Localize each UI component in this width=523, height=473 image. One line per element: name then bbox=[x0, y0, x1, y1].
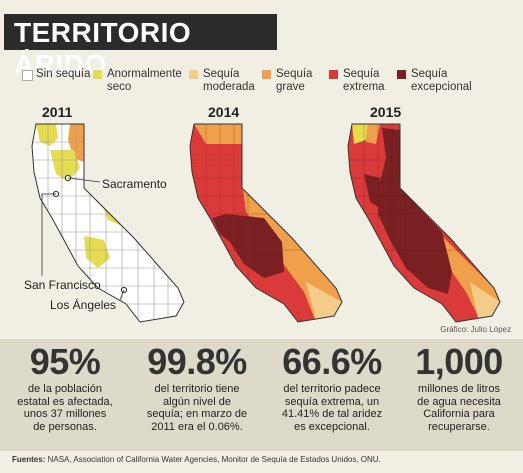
page-title: TERRITORIO ÁRIDO bbox=[14, 17, 192, 80]
year-label-2015: 2015 bbox=[370, 104, 402, 120]
legend-item-extreme: Sequía extrema bbox=[329, 68, 393, 94]
stat-value: 95% bbox=[29, 341, 101, 382]
city-label-sacramento: Sacramento bbox=[102, 177, 167, 191]
stat-description: millones de litros de agua necesita Califo… bbox=[417, 383, 501, 433]
legend: Sin sequía Anormalmente seco Sequía mode… bbox=[0, 64, 523, 100]
stat-value: 1,000 bbox=[415, 341, 503, 382]
graphic-credit: Gráfico: Julio López bbox=[440, 325, 511, 334]
stat-description: del territorio padece sequía extrema, un 4… bbox=[281, 383, 383, 433]
city-label-san-francisco: San Francisco bbox=[24, 278, 101, 292]
legend-swatch-icon bbox=[93, 70, 102, 79]
stat-water-needed: 1,000 millones de litros de agua necesita… bbox=[398, 339, 520, 451]
drought-areas-2015 bbox=[352, 124, 500, 320]
legend-swatch-icon bbox=[189, 70, 198, 79]
city-label-los-angeles: Los Ángeles bbox=[50, 298, 117, 312]
year-label-2011: 2011 bbox=[42, 104, 73, 120]
california-map-2015 bbox=[347, 123, 501, 323]
stat-value: 66.6% bbox=[282, 341, 382, 382]
legend-item-moderate: Sequía moderada bbox=[189, 68, 261, 94]
california-map-2011 bbox=[31, 123, 185, 323]
california-map-2014 bbox=[189, 123, 343, 323]
legend-swatch-icon bbox=[22, 70, 33, 81]
sources-label: Fuentes: bbox=[12, 455, 46, 464]
legend-swatch-icon bbox=[329, 70, 338, 79]
legend-item-abnormal: Anormalmente seco bbox=[93, 68, 187, 94]
stat-description: de la población estatal es afectada, unos … bbox=[17, 383, 113, 433]
drought-areas-2011 bbox=[36, 124, 122, 268]
year-label-2014: 2014 bbox=[208, 104, 240, 120]
county-lines-2011 bbox=[32, 124, 184, 322]
county-lines-2015 bbox=[348, 124, 472, 282]
sources-text: NASA, Association of California Water Ag… bbox=[47, 455, 381, 464]
legend-swatch-icon bbox=[397, 70, 406, 79]
legend-swatch-icon bbox=[262, 70, 271, 79]
stat-population: 95% de la población estatal es afectada, u… bbox=[2, 339, 128, 451]
legend-item-none: Sin sequía bbox=[22, 68, 106, 81]
legend-item-severe: Sequía grave bbox=[262, 68, 322, 94]
sources-footer: Fuentes: NASA, Association of California… bbox=[12, 455, 381, 464]
legend-item-exceptional: Sequía excepcional bbox=[397, 68, 477, 94]
stat-territory: 99.8% del territorio tiene algún nivel de… bbox=[130, 339, 264, 451]
county-lines-2014 bbox=[190, 124, 314, 282]
title-bar: TERRITORIO ÁRIDO bbox=[4, 14, 277, 80]
stats-bar: 95% de la población estatal es afectada, u… bbox=[0, 339, 523, 451]
stat-description: del territorio tiene algún nivel de sequía… bbox=[146, 383, 248, 433]
stat-value: 99.8% bbox=[147, 341, 247, 382]
stat-extreme-drought: 66.6% del territorio padece sequía extrem… bbox=[268, 339, 396, 451]
